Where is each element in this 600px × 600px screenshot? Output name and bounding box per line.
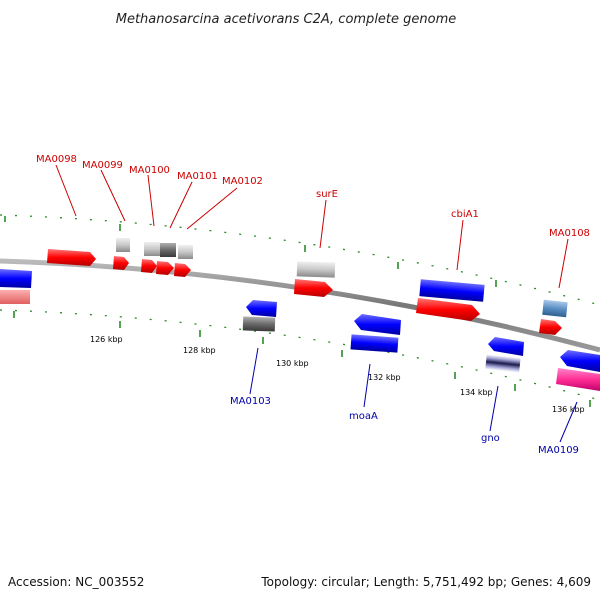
label-MA0099[interactable]: MA0099 <box>82 160 123 171</box>
leader-line <box>558 238 569 289</box>
label-gno[interactable]: gno <box>481 433 500 444</box>
gene-MA0098[interactable] <box>47 249 96 266</box>
gene-MA0103[interactable] <box>246 300 277 317</box>
gene-gno[interactable] <box>488 337 524 356</box>
tick-label: 126 kbp <box>90 335 123 344</box>
tick-label: 130 kbp <box>276 359 309 368</box>
gene-surE[interactable] <box>294 279 333 297</box>
gene-cbiA1[interactable] <box>416 298 480 321</box>
gene-feature-darkgrey-1[interactable] <box>160 243 176 257</box>
gc-skew-lower-track <box>0 309 600 401</box>
reverse-strand-genes <box>0 269 600 391</box>
map-title: Methanosarcina acetivorans C2A, complete… <box>116 12 457 27</box>
tick-label: 136 kbp <box>552 405 585 414</box>
scale-ticks: 126 kbp 128 kbp 130 kbp 132 kbp 134 kbp … <box>90 335 585 414</box>
leader-line <box>559 401 578 443</box>
label-MA0100[interactable]: MA0100 <box>129 165 170 176</box>
leader-line <box>319 199 327 249</box>
leader-line <box>147 174 155 227</box>
leader-line <box>456 219 464 271</box>
leader-line <box>186 187 238 230</box>
accession-text: Accession: NC_003552 <box>8 575 144 589</box>
label-cbiA1[interactable]: cbiA1 <box>451 209 479 220</box>
leader-line <box>489 385 499 432</box>
gene-trna-pink[interactable] <box>556 368 600 391</box>
gc-major-marks <box>4 216 591 407</box>
tick-label: 134 kbp <box>460 388 493 397</box>
forward-strand-genes <box>47 238 568 335</box>
genome-summary-text: Topology: circular; Length: 5,751,492 bp… <box>260 575 591 589</box>
gene-MA0100[interactable] <box>141 259 157 273</box>
gene-feature-grey-4[interactable] <box>296 261 336 278</box>
gene-feature-steel[interactable] <box>542 299 568 318</box>
gene-MA0099[interactable] <box>113 256 129 270</box>
gene-MA0102[interactable] <box>174 263 191 277</box>
forward-gene-labels: MA0098 MA0099 MA0100 MA0101 MA0102 surE … <box>36 154 590 289</box>
leader-line <box>169 181 193 229</box>
gene-feature-blue-rev[interactable] <box>350 334 399 353</box>
gene-left-blue-rev[interactable] <box>0 269 32 288</box>
gene-moaA[interactable] <box>354 314 401 335</box>
label-MA0098[interactable]: MA0098 <box>36 154 77 165</box>
label-MA0108[interactable]: MA0108 <box>549 228 590 239</box>
tick-label: 128 kbp <box>183 346 216 355</box>
gene-feature-grey-3[interactable] <box>178 245 193 259</box>
gene-MA0101[interactable] <box>156 261 174 275</box>
tick-label: 132 kbp <box>368 373 401 382</box>
label-MA0101[interactable]: MA0101 <box>177 171 218 182</box>
label-MA0102[interactable]: MA0102 <box>222 176 263 187</box>
leader-line <box>100 169 126 222</box>
reverse-gene-labels: MA0103 moaA gno MA0109 <box>230 347 579 456</box>
gene-feature-striped[interactable] <box>485 354 521 373</box>
gene-feature-blue-fwd[interactable] <box>419 279 485 302</box>
gene-MA0109[interactable] <box>560 350 600 372</box>
gene-left-salmon[interactable] <box>0 290 30 304</box>
label-surE[interactable]: surE <box>316 189 338 200</box>
leader-line <box>55 164 77 217</box>
label-moaA[interactable]: moaA <box>349 411 378 422</box>
gene-feature-grey-2[interactable] <box>144 242 160 256</box>
gene-MA0108[interactable] <box>539 319 562 335</box>
label-MA0109[interactable]: MA0109 <box>538 445 579 456</box>
gc-skew-upper-track <box>0 214 600 306</box>
label-MA0103[interactable]: MA0103 <box>230 396 271 407</box>
gene-feature-grey-1[interactable] <box>116 238 130 252</box>
leader-line <box>363 363 371 408</box>
gene-feature-darkgrey-2[interactable] <box>242 316 276 332</box>
leader-line <box>249 347 259 395</box>
